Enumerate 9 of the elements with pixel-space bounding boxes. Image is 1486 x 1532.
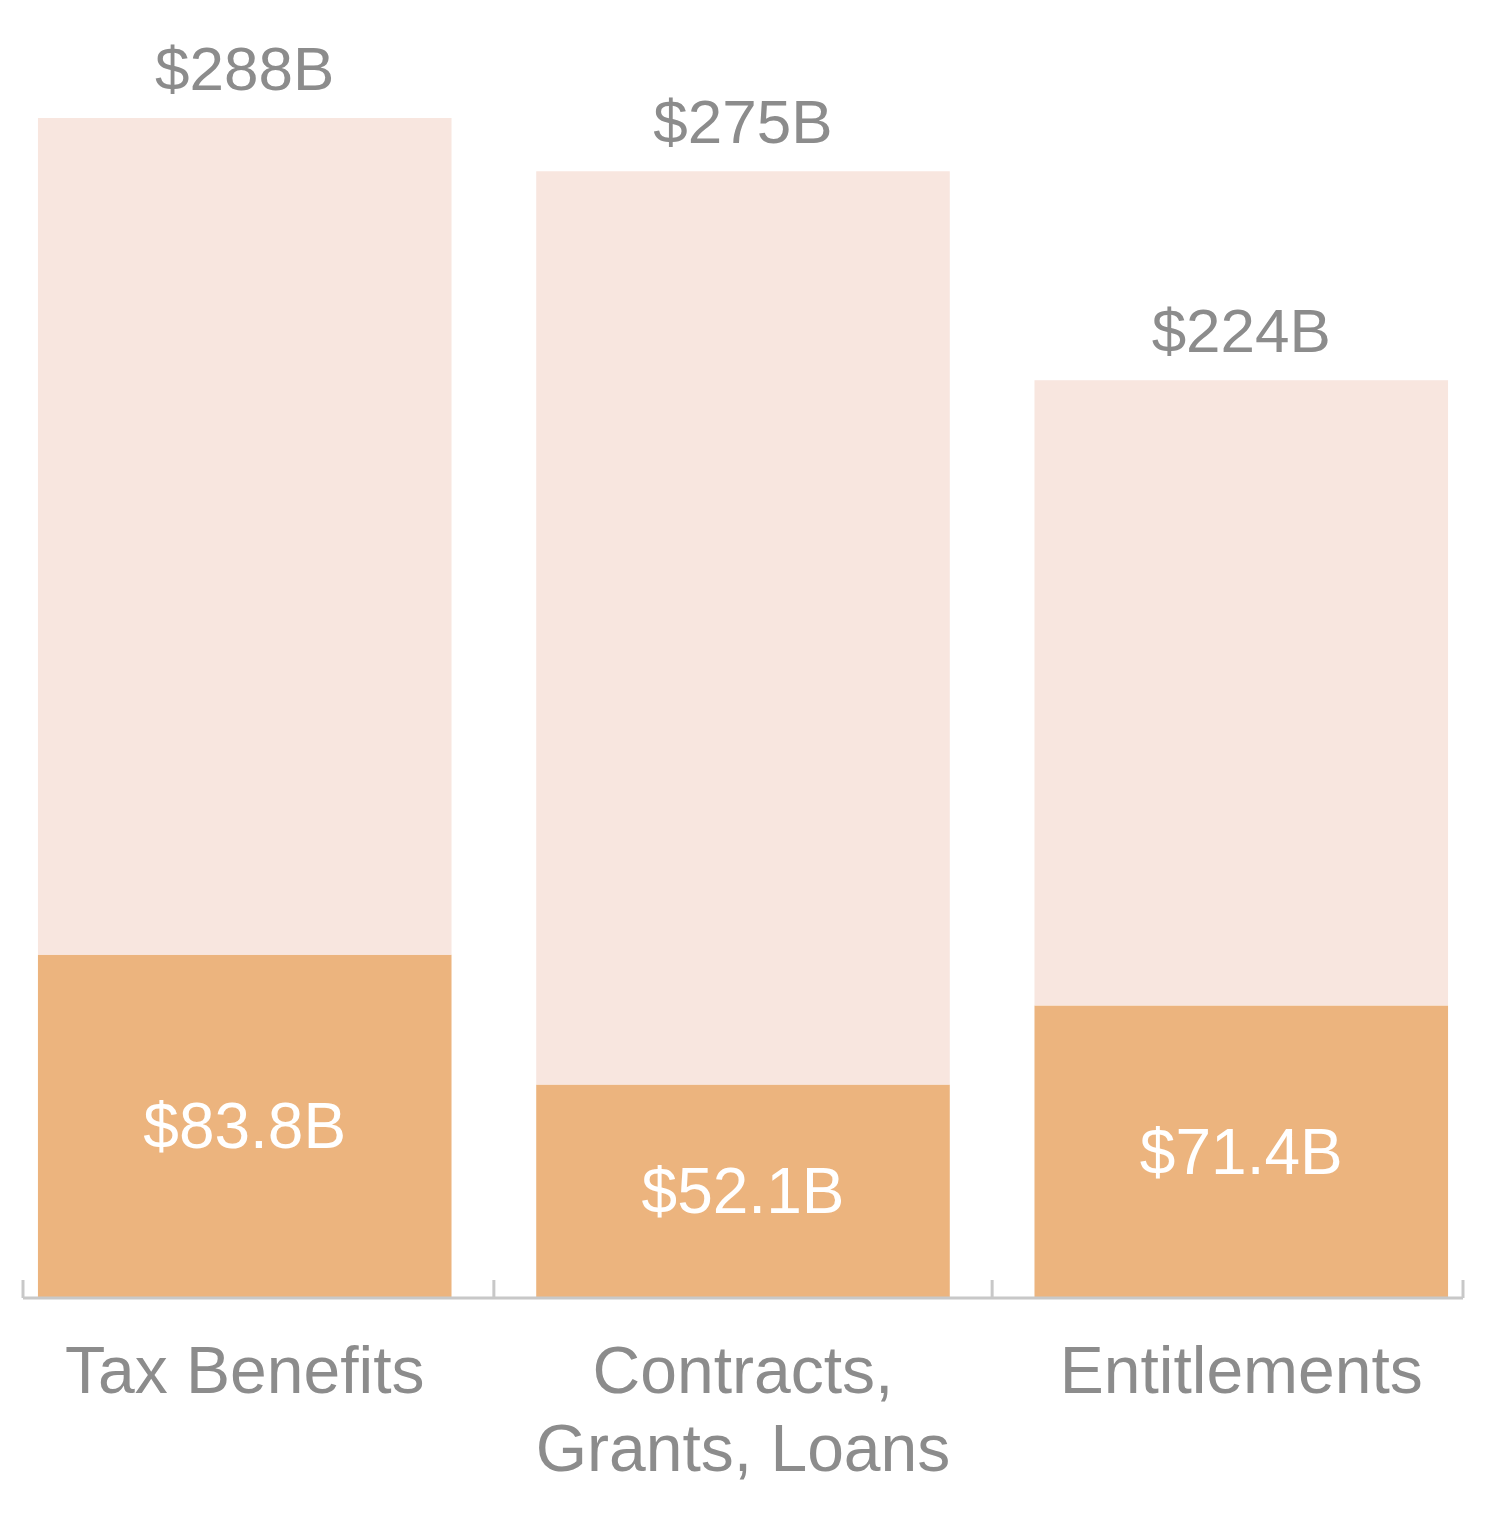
total-label: $224B bbox=[1151, 296, 1331, 366]
x-tick-label: Tax Benefits bbox=[64, 1333, 425, 1407]
data-label: $52.1B bbox=[641, 1155, 845, 1228]
data-label: $71.4B bbox=[1139, 1115, 1343, 1188]
total-label: $288B bbox=[155, 34, 335, 103]
x-tick-label: Contracts, Grants, Loans bbox=[535, 1333, 951, 1485]
x-tick-label: Entitlements bbox=[1059, 1333, 1423, 1407]
total-label: $275B bbox=[653, 87, 833, 157]
data-label: $83.8B bbox=[143, 1090, 347, 1163]
